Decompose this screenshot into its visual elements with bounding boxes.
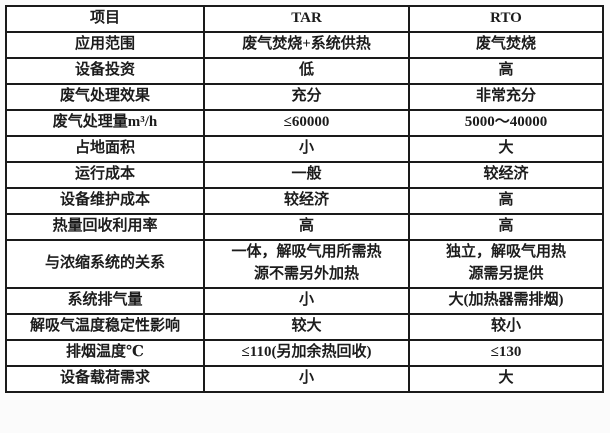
tar-value: 小 <box>203 287 410 315</box>
row-label: 系统排气量 <box>5 287 205 315</box>
rto-value: 非常充分 <box>408 83 604 111</box>
rto-value: 高 <box>408 57 604 85</box>
table-row: 设备载荷需求 小 大 <box>5 365 604 393</box>
table-row: 应用范围 废气焚烧+系统供热 废气焚烧 <box>5 31 604 59</box>
row-label: 运行成本 <box>5 161 205 189</box>
table-row: 设备维护成本 较经济 高 <box>5 187 604 215</box>
row-label: 热量回收利用率 <box>5 213 205 241</box>
tar-value: ≤60000 <box>203 109 410 137</box>
column-header-item: 项目 <box>5 5 205 33</box>
tar-value: 废气焚烧+系统供热 <box>203 31 410 59</box>
tar-value: 一般 <box>203 161 410 189</box>
table-row: 废气处理效果 充分 非常充分 <box>5 83 604 111</box>
table-row: 热量回收利用率 高 高 <box>5 213 604 241</box>
rto-value: 高 <box>408 187 604 215</box>
table-row: 系统排气量 小 大(加热器需排烟) <box>5 287 604 315</box>
row-label: 设备维护成本 <box>5 187 205 215</box>
rto-value: 较小 <box>408 313 604 341</box>
row-label: 排烟温度℃ <box>5 339 205 367</box>
tar-value: 低 <box>203 57 410 85</box>
table-row: 与浓缩系统的关系 一体，解吸气用所需热 源不需另外加热 独立，解吸气用热 源需另… <box>5 239 604 289</box>
tar-value: 小 <box>203 365 410 393</box>
row-label: 废气处理量m³/h <box>5 109 205 137</box>
rto-value: 5000～40000 <box>408 109 604 137</box>
rto-value: 大 <box>408 365 604 393</box>
rto-value: ≤130 <box>408 339 604 367</box>
tar-value: 较经济 <box>203 187 410 215</box>
table-row: 解吸气温度稳定性影响 较大 较小 <box>5 313 604 341</box>
header-row: 项目 TAR RTO <box>5 5 604 33</box>
column-header-tar: TAR <box>203 5 410 33</box>
row-label: 废气处理效果 <box>5 83 205 111</box>
rto-value: 高 <box>408 213 604 241</box>
rto-value: 大 <box>408 135 604 163</box>
row-label: 解吸气温度稳定性影响 <box>5 313 205 341</box>
table-row: 废气处理量m³/h ≤60000 5000～40000 <box>5 109 604 137</box>
tar-value: 一体，解吸气用所需热 源不需另外加热 <box>203 239 410 289</box>
row-label: 与浓缩系统的关系 <box>5 239 205 289</box>
row-label: 设备投资 <box>5 57 205 85</box>
tar-value: ≤110(另加余热回收) <box>203 339 410 367</box>
table-row: 运行成本 一般 较经济 <box>5 161 604 189</box>
tar-value: 小 <box>203 135 410 163</box>
tar-value: 较大 <box>203 313 410 341</box>
table-row: 占地面积 小 大 <box>5 135 604 163</box>
column-header-rto: RTO <box>408 5 604 33</box>
tar-value: 高 <box>203 213 410 241</box>
tar-value: 充分 <box>203 83 410 111</box>
table-row: 设备投资 低 高 <box>5 57 604 85</box>
row-label: 设备载荷需求 <box>5 365 205 393</box>
rto-value: 较经济 <box>408 161 604 189</box>
rto-value: 独立，解吸气用热 源需另提供 <box>408 239 604 289</box>
row-label: 应用范围 <box>5 31 205 59</box>
comparison-table: 项目 TAR RTO 应用范围 废气焚烧+系统供热 废气焚烧 设备投资 低 高 … <box>5 5 604 393</box>
rto-value: 大(加热器需排烟) <box>408 287 604 315</box>
row-label: 占地面积 <box>5 135 205 163</box>
rto-value: 废气焚烧 <box>408 31 604 59</box>
table-row: 排烟温度℃ ≤110(另加余热回收) ≤130 <box>5 339 604 367</box>
